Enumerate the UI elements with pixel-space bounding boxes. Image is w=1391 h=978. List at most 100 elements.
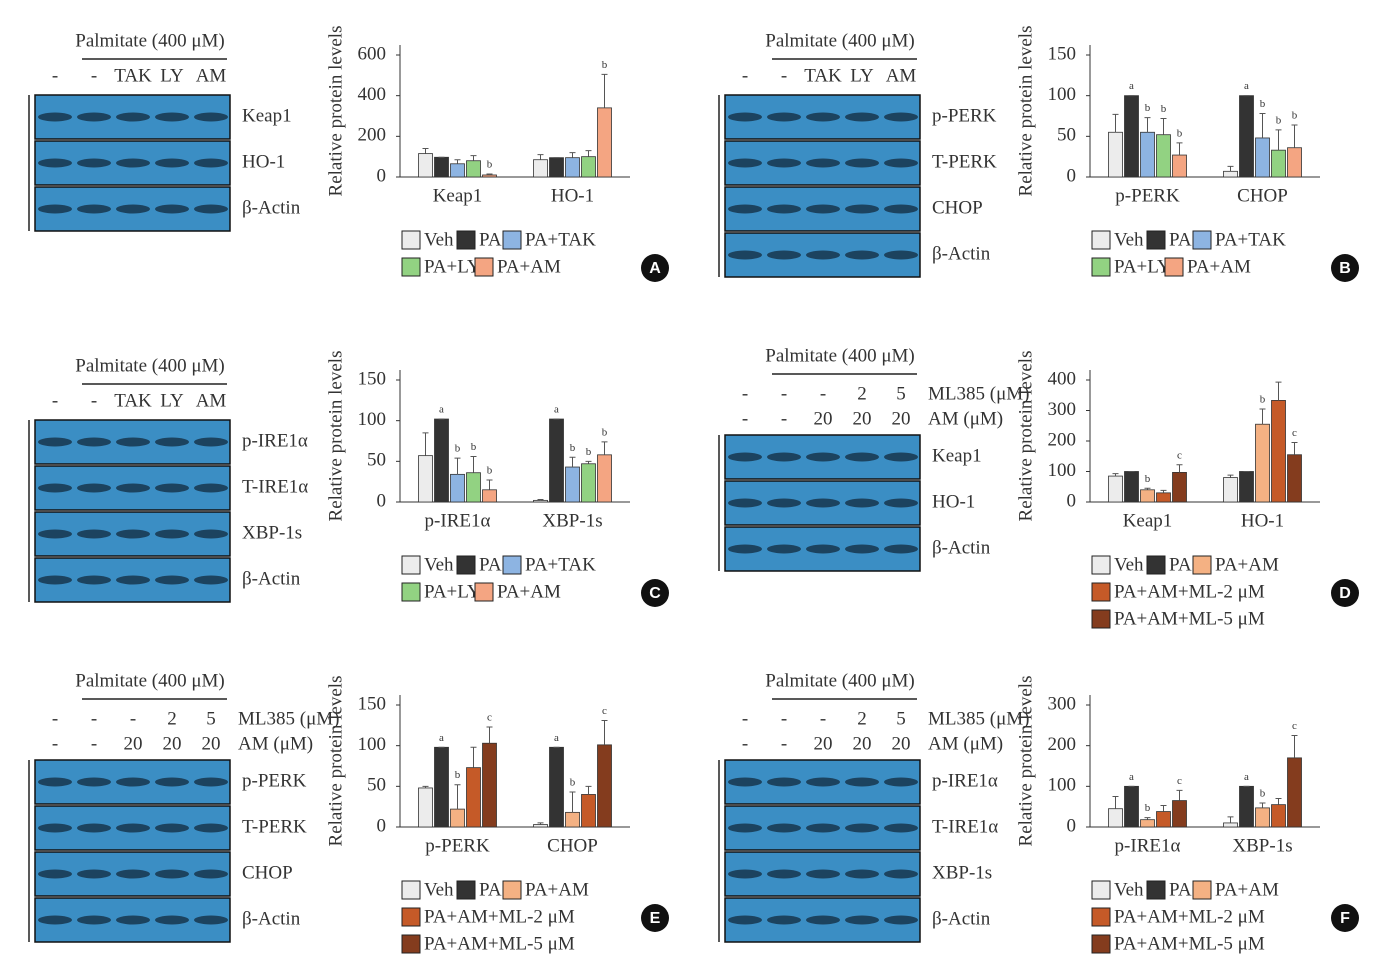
significance-letter: c [1177,449,1182,461]
error-bar [1160,117,1167,135]
band [155,915,189,925]
bar [1287,454,1302,503]
lane-label: 20 [814,733,833,754]
bar [597,744,612,828]
band-label: HO-1 [932,491,975,512]
y-axis-label: Relative protein levels [325,351,346,522]
bar [549,418,564,503]
error-bar [601,719,608,745]
bar [581,156,596,178]
y-tick-label: 0 [1067,165,1077,186]
band [194,869,228,879]
lane-label: - [781,65,787,86]
legend-swatch [1192,230,1212,250]
bar [1124,785,1139,828]
lane-label: AM [196,65,227,86]
band [728,915,762,925]
lane-label: 20 [163,733,182,754]
lane-label: 5 [206,708,216,729]
significance-letter: b [570,442,576,454]
legend-label: PA+AM [1215,879,1279,900]
panel: Palmitate (400 μM)- - -2 5 ML385 (μM)- -20 20 2… [718,670,1359,954]
band [845,158,879,168]
band [845,777,879,787]
band [806,158,840,168]
band [806,112,840,122]
bar [1124,95,1139,178]
band-label: p-IRE1α [932,770,998,791]
bar [1271,804,1286,828]
band [767,915,801,925]
band [77,869,111,879]
band [845,250,879,260]
band [116,158,150,168]
legend-swatch [401,257,421,277]
significance-letter: a [554,404,559,416]
y-tick-label: 0 [1067,490,1077,511]
x-tick-label: CHOP [1237,185,1288,206]
band [767,112,801,122]
error-bar [569,791,576,813]
y-tick-label: 0 [377,815,387,836]
significance-letter: c [1177,775,1182,787]
band [845,823,879,833]
band [155,112,189,122]
panel: Palmitate (400 μM)- - -2 5 ML385 (μM)- -20 20 2… [28,670,669,954]
error-bar [1259,802,1266,808]
band [884,158,918,168]
bar [1156,492,1171,503]
error-bar [486,479,493,490]
lane-label: - [130,708,136,729]
band [194,204,228,214]
legend-swatch [456,555,476,575]
band [77,437,111,447]
band [38,437,72,447]
band [728,777,762,787]
legend-swatch [1091,609,1111,629]
significance-letter: b [471,441,477,453]
y-tick-label: 400 [1048,368,1077,389]
error-bar [486,173,493,175]
band-label: β-Actin [932,537,991,558]
bar [1140,489,1155,503]
lane-label: 20 [853,408,872,429]
lane-label: - [742,65,748,86]
lane-label: AM [886,65,917,86]
x-tick-label: XBP-1s [1232,835,1292,856]
y-tick-label: 400 [358,84,387,105]
band-label: T-PERK [932,151,997,172]
lane-label: - [52,390,58,411]
significance-letter: b [1145,102,1151,114]
lane-row-label: AM (μM) [928,408,1003,429]
error-bar [585,150,592,157]
lane-label: TAK [114,65,152,86]
band [38,158,72,168]
error-bar [1144,817,1151,820]
lane-label: 5 [896,708,906,729]
bar [1255,807,1270,828]
band [884,915,918,925]
lane-label: - [781,408,787,429]
y-tick-label: 50 [367,450,386,471]
band [884,204,918,214]
error-bar [1291,124,1298,148]
legend-label: PA+AM [1215,554,1279,575]
y-tick-label: 200 [358,125,387,146]
band [194,575,228,585]
y-axis-label: Relative protein levels [1015,676,1036,847]
bar [565,157,580,178]
lane-label: - [742,383,748,404]
bar [533,159,548,178]
bar [1287,757,1302,828]
error-bar [454,159,461,164]
band [116,437,150,447]
band [806,915,840,925]
error-bar [470,746,477,768]
significance-letter: b [487,465,493,477]
band [38,529,72,539]
band [194,158,228,168]
bar [1140,131,1155,178]
panel-label: B [1339,260,1351,277]
panel: Palmitate (400 μM)- - -2 5 ML385 (μM)- -20 20 2… [718,345,1359,629]
bar [482,742,497,828]
